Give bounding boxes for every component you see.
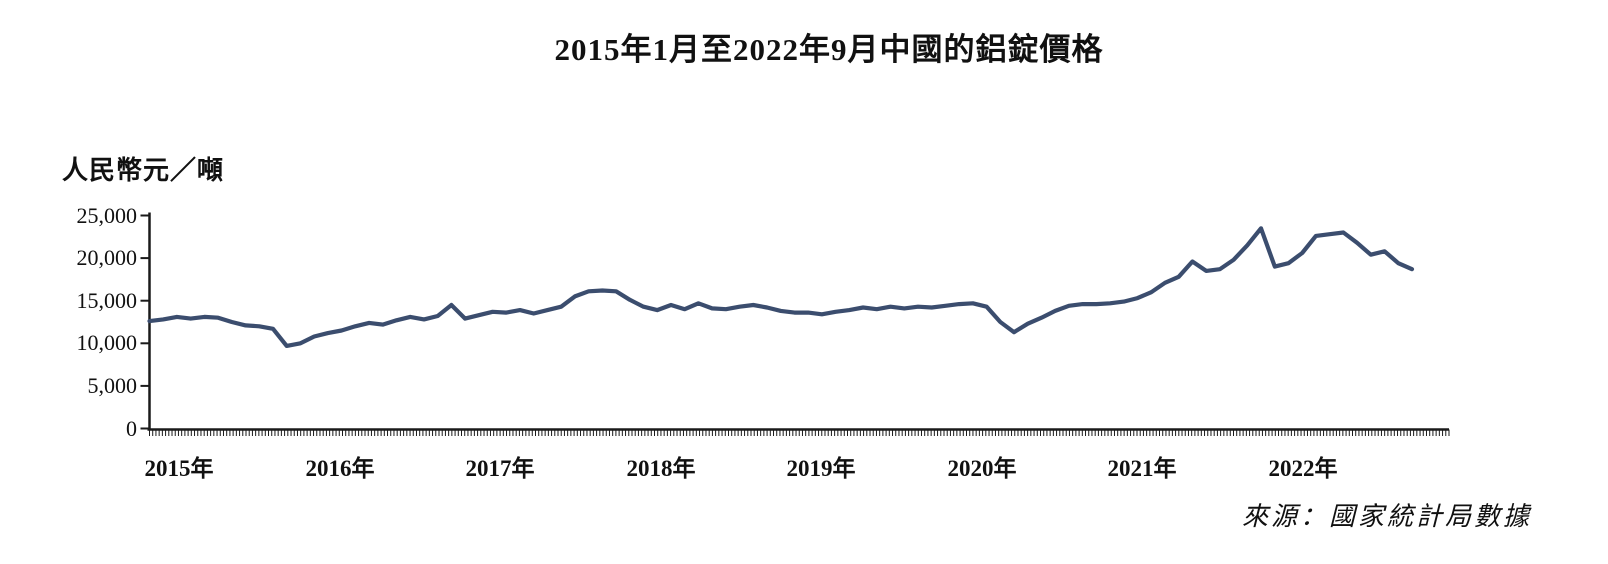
x-year-label: 2016年 [305, 456, 375, 481]
y-tick-label: 20,000 [76, 245, 138, 271]
x-year-label: 2021年 [1107, 456, 1177, 481]
x-year-label: 2017年 [465, 456, 535, 481]
chart-title: 2015年1月至2022年9月中國的鋁錠價格 [554, 32, 1104, 67]
x-year-label: 2015年 [144, 456, 214, 481]
y-axis-unit-label: 人民幣元／噸 [62, 156, 225, 185]
x-year-label: 2020年 [947, 456, 1017, 481]
x-year-label: 2019年 [786, 456, 856, 481]
y-tick-label: 25,000 [76, 202, 138, 228]
y-tick-label: 0 [126, 415, 137, 441]
y-tick-label: 5,000 [87, 372, 138, 398]
x-year-label: 2018年 [626, 456, 696, 481]
price-line-series [147, 226, 1415, 348]
source-note: 來源：國家統計局數據 [1241, 502, 1532, 531]
y-tick-label: 10,000 [76, 330, 138, 356]
y-tick-label: 15,000 [76, 287, 138, 313]
x-year-label: 2022年 [1268, 456, 1338, 481]
